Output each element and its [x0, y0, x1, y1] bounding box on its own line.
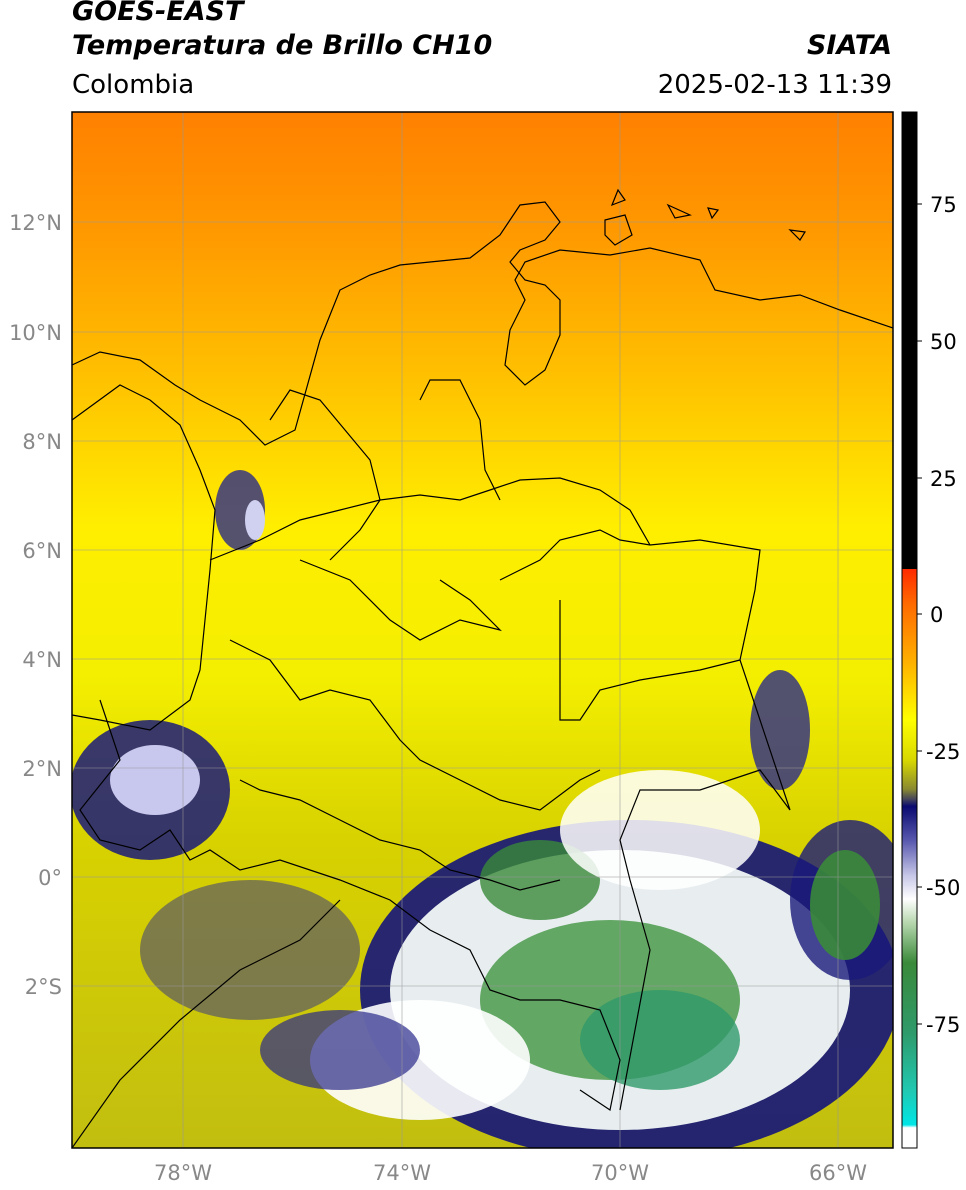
colorbar-gradient [902, 569, 917, 1148]
latitude-labels: 12°N 10°N 8°N 6°N 4°N 2°N 0° 2°S [9, 211, 62, 999]
datetime-label: 2025-02-13 11:39 [657, 70, 892, 100]
map-grid [72, 112, 893, 1148]
lat-label: 0° [38, 866, 62, 890]
region-label: Colombia [72, 70, 195, 100]
lon-label: 78°W [154, 1161, 212, 1185]
colorbar-tick: 0 [930, 603, 943, 627]
colorbar-tick: 25 [930, 467, 957, 491]
colorbar-tick: -75 [926, 1013, 960, 1037]
lat-label: 2°N [22, 757, 62, 781]
longitude-labels: 78°W 74°W 70°W 66°W [154, 1161, 867, 1185]
coastlines [72, 188, 893, 1148]
colorbar-tick: 75 [930, 193, 957, 217]
lon-label: 70°W [591, 1161, 649, 1185]
colorbar-tick: 50 [930, 330, 957, 354]
lat-label: 6°N [22, 539, 62, 563]
satellite-title: GOES-EAST [72, 0, 244, 27]
colorbar-warm-segment [902, 112, 917, 569]
lon-label: 74°W [373, 1161, 431, 1185]
lat-label: 10°N [9, 321, 62, 345]
agency-label: SIATA [806, 30, 892, 61]
colorbar-tick: -25 [926, 740, 960, 764]
lat-label: 2°S [25, 975, 62, 999]
map-frame [71, 111, 894, 1149]
product-title: Temperatura de Brillo CH10 [72, 30, 493, 61]
lon-label: 66°W [809, 1161, 867, 1185]
colorbar-frame [901, 111, 918, 1149]
lat-label: 8°N [22, 430, 62, 454]
colorbar: 75 50 25 0 -25 -50 -75 [901, 111, 960, 1149]
lat-label: 12°N [9, 211, 62, 235]
colorbar-tick: -50 [926, 876, 960, 900]
lat-label: 4°N [22, 648, 62, 672]
satellite-imagery [72, 112, 893, 1148]
